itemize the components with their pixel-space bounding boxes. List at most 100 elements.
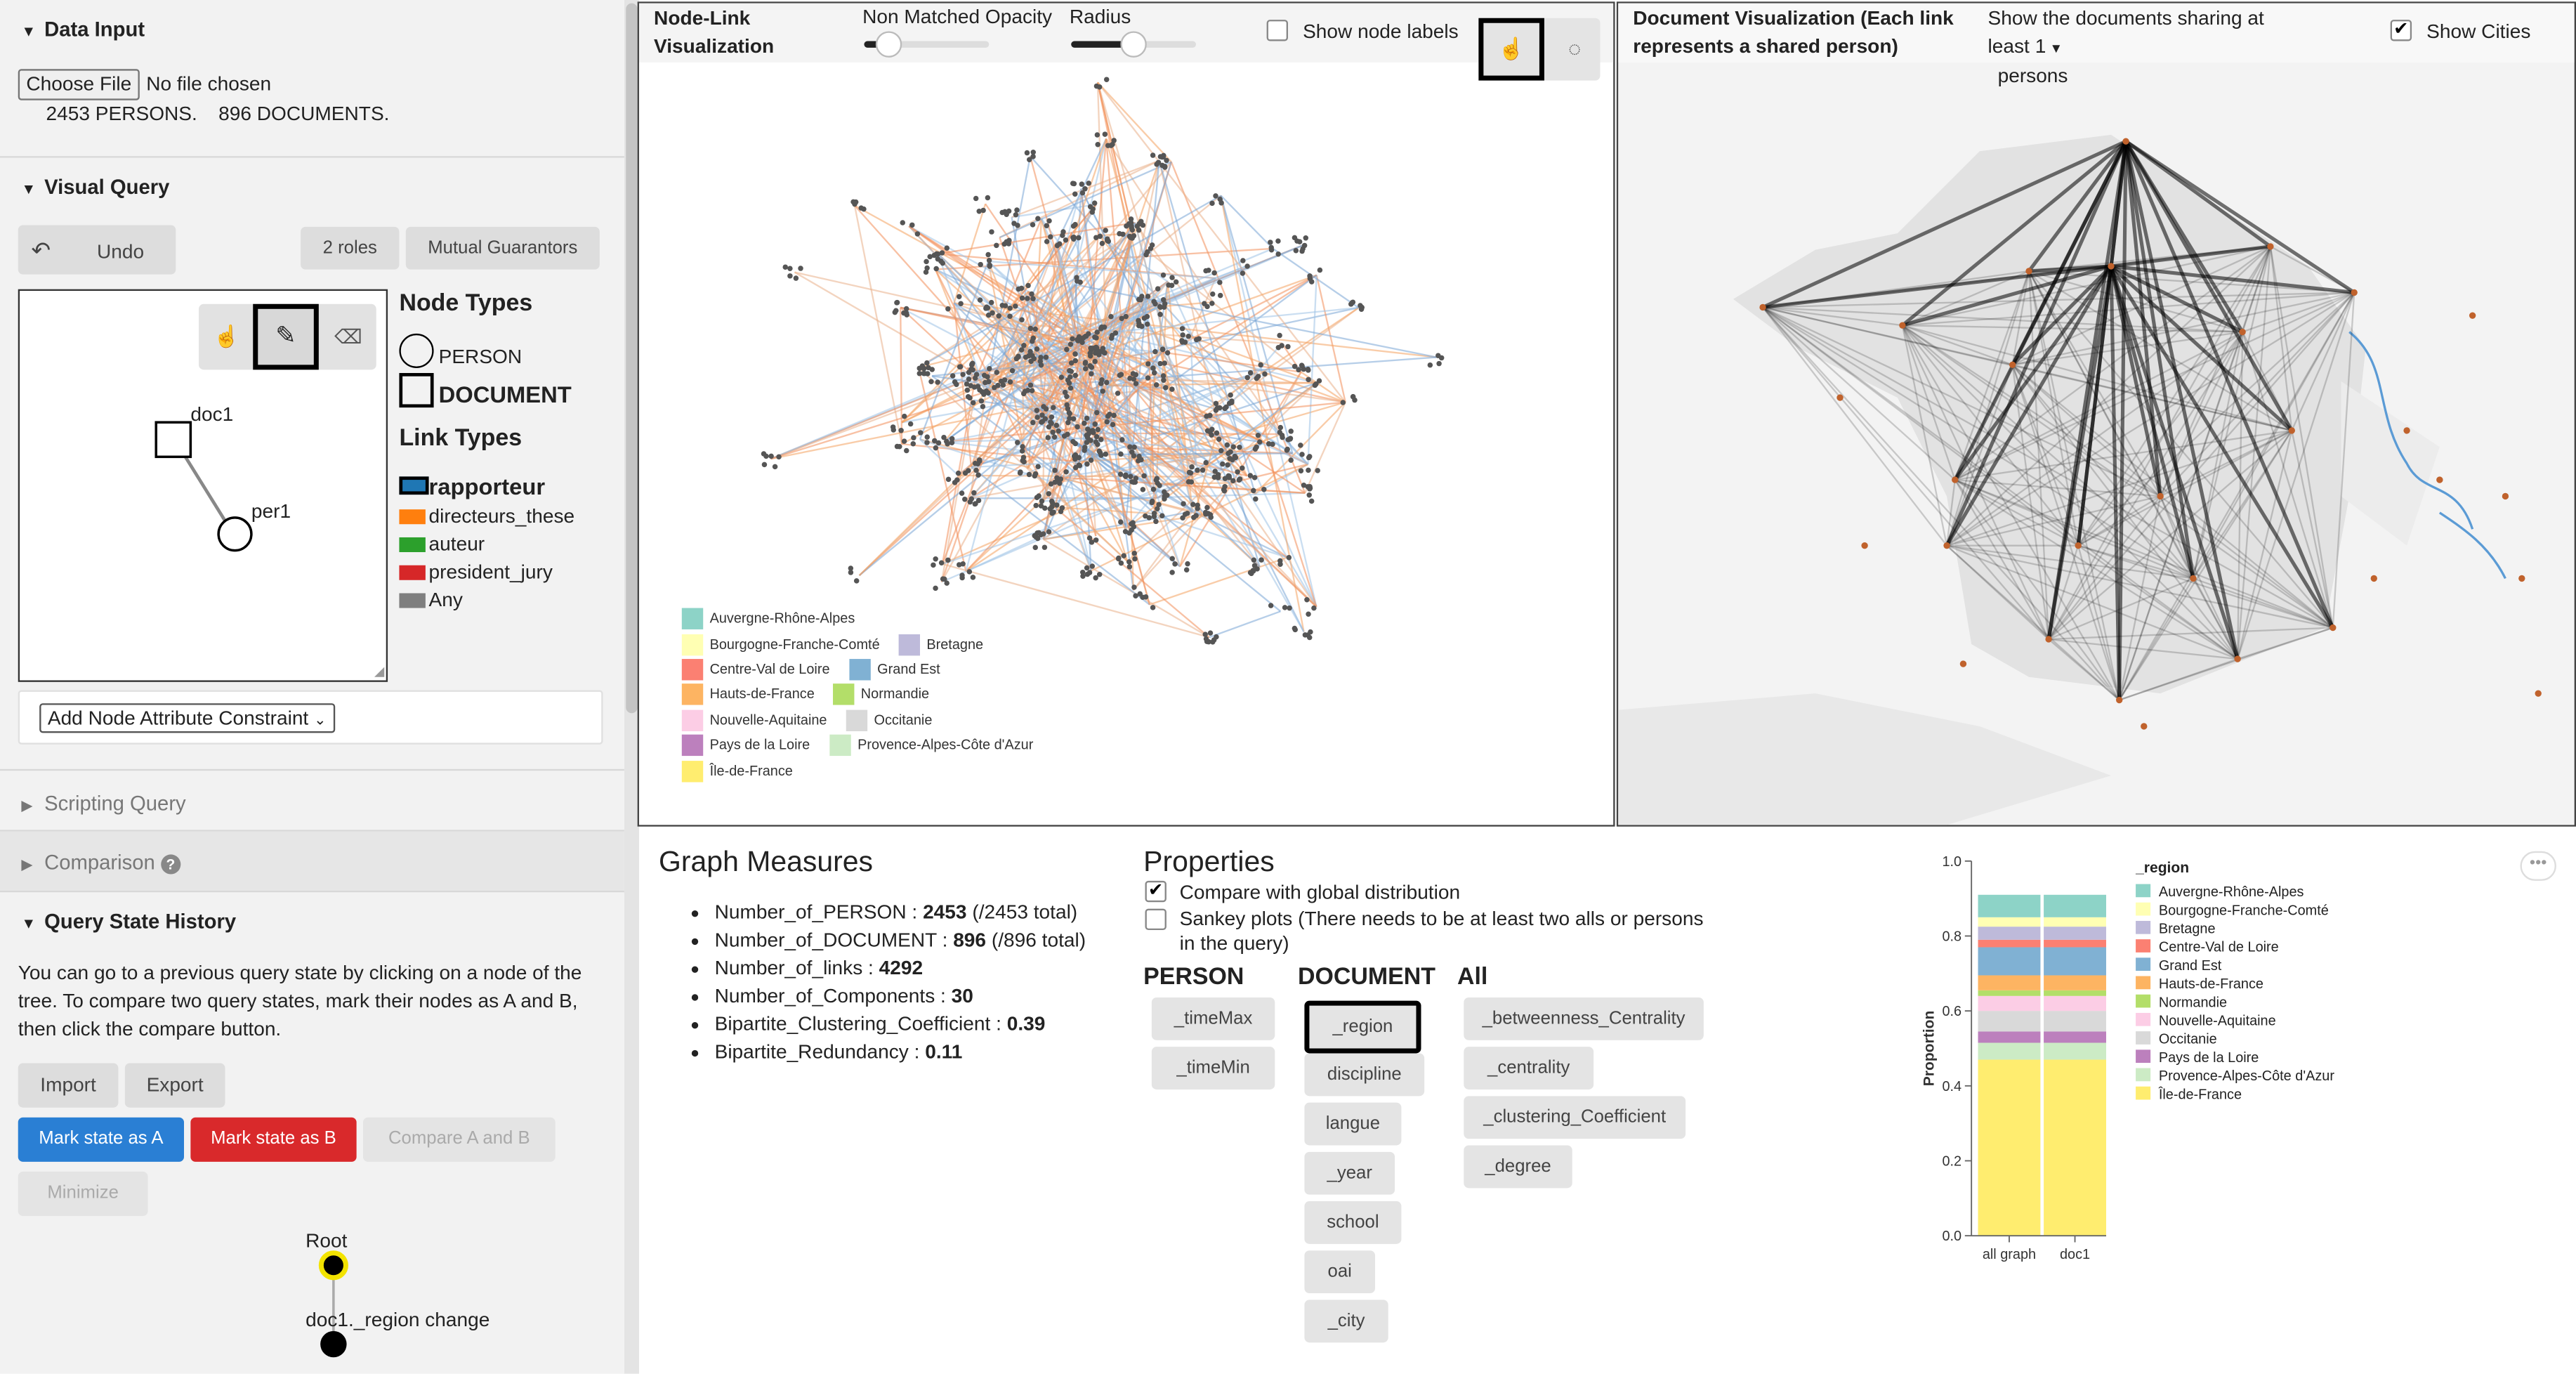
graph-node[interactable] <box>1072 221 1078 228</box>
graph-node[interactable] <box>1214 634 1219 640</box>
link-type-president-jury[interactable]: president_jury <box>428 560 553 584</box>
graph-node[interactable] <box>1072 372 1079 379</box>
graph-node[interactable] <box>1086 181 1091 186</box>
graph-node[interactable] <box>1049 414 1055 420</box>
graph-node[interactable] <box>1179 338 1185 344</box>
graph-node[interactable] <box>970 575 976 580</box>
graph-node[interactable] <box>1096 571 1103 577</box>
pointer-hand-icon[interactable]: ☝ <box>1478 18 1544 81</box>
graph-node[interactable] <box>1118 519 1124 525</box>
graph-node[interactable] <box>1145 294 1151 299</box>
graph-node[interactable] <box>1183 567 1190 573</box>
graph-node[interactable] <box>1132 556 1138 562</box>
city-marker[interactable] <box>2502 492 2509 500</box>
graph-node[interactable] <box>1247 473 1254 478</box>
opacity-slider-handle[interactable] <box>876 31 902 58</box>
graph-node[interactable] <box>1072 351 1078 357</box>
graph-node[interactable] <box>1136 458 1141 464</box>
section-query-history[interactable]: ▼ Query State History <box>21 910 237 934</box>
graph-node[interactable] <box>782 264 788 270</box>
graph-node[interactable] <box>945 441 950 447</box>
graph-node[interactable] <box>975 384 981 389</box>
city-marker[interactable] <box>1952 476 1959 483</box>
graph-node[interactable] <box>914 231 921 237</box>
graph-node[interactable] <box>1077 463 1083 469</box>
prop-timeMax[interactable]: _timeMax <box>1151 997 1275 1040</box>
graph-node[interactable] <box>1067 341 1074 347</box>
graph-node[interactable] <box>1141 473 1147 479</box>
graph-node[interactable] <box>1095 441 1100 447</box>
graph-node[interactable] <box>1086 535 1093 541</box>
graph-node[interactable] <box>1222 476 1228 481</box>
graph-node[interactable] <box>933 556 938 562</box>
graph-node[interactable] <box>1204 303 1210 310</box>
graph-node[interactable] <box>1020 391 1027 397</box>
graph-node[interactable] <box>1304 597 1310 603</box>
graph-node[interactable] <box>1038 362 1044 368</box>
graph-node[interactable] <box>1023 354 1029 360</box>
graph-node[interactable] <box>1072 440 1079 447</box>
graph-node[interactable] <box>1131 584 1137 590</box>
graph-node[interactable] <box>1213 193 1218 199</box>
city-marker[interactable] <box>2239 328 2246 336</box>
resize-handle-icon[interactable]: ◢ <box>374 664 385 679</box>
graph-node[interactable] <box>1103 451 1109 457</box>
graph-node[interactable] <box>1316 378 1322 384</box>
graph-node[interactable] <box>1436 360 1442 367</box>
graph-node[interactable] <box>1155 506 1160 511</box>
graph-node[interactable] <box>1169 282 1175 289</box>
city-marker[interactable] <box>2469 312 2476 319</box>
graph-node[interactable] <box>1131 479 1136 485</box>
prop-degree[interactable]: _degree <box>1464 1145 1572 1189</box>
graph-node[interactable] <box>1094 329 1100 335</box>
graph-node[interactable] <box>1045 435 1051 440</box>
graph-node[interactable] <box>1025 296 1030 301</box>
graph-node[interactable] <box>1027 382 1034 388</box>
graph-node[interactable] <box>1104 379 1110 386</box>
graph-node[interactable] <box>1088 345 1093 351</box>
graph-node[interactable] <box>1102 131 1108 137</box>
graph-node[interactable] <box>1039 419 1044 425</box>
graph-node[interactable] <box>1095 426 1101 433</box>
choose-file-button[interactable]: Choose File <box>18 69 140 100</box>
graph-node[interactable] <box>1097 233 1103 240</box>
graph-node[interactable] <box>861 206 867 212</box>
graph-node[interactable] <box>1150 605 1156 610</box>
graph-node[interactable] <box>1082 360 1089 365</box>
graph-node[interactable] <box>972 375 978 381</box>
graph-node[interactable] <box>976 208 982 214</box>
graph-node[interactable] <box>1024 150 1030 156</box>
graph-node[interactable] <box>853 578 860 584</box>
graph-node[interactable] <box>1072 191 1078 197</box>
section-comparison[interactable]: ▶ Comparison ? <box>0 851 624 875</box>
graph-node[interactable] <box>1288 428 1294 434</box>
graph-node[interactable] <box>1188 470 1194 476</box>
graph-node[interactable] <box>1042 505 1048 511</box>
graph-node[interactable] <box>1007 379 1013 385</box>
graph-node[interactable] <box>1025 282 1031 289</box>
graph-node[interactable] <box>931 562 936 568</box>
graph-node[interactable] <box>1270 441 1275 447</box>
graph-node[interactable] <box>935 379 940 385</box>
graph-node[interactable] <box>924 265 930 271</box>
graph-node[interactable] <box>1018 469 1023 475</box>
graph-node[interactable] <box>1287 436 1293 442</box>
graph-node[interactable] <box>1026 471 1032 478</box>
graph-node[interactable] <box>1155 286 1161 292</box>
graph-node[interactable] <box>1268 603 1274 608</box>
graph-node[interactable] <box>1216 436 1222 442</box>
graph-node[interactable] <box>983 379 988 386</box>
graph-node[interactable] <box>1308 629 1313 635</box>
graph-node[interactable] <box>1070 235 1076 240</box>
graph-node[interactable] <box>892 309 898 315</box>
graph-node[interactable] <box>1019 295 1025 301</box>
sankey-label[interactable]: Sankey plots (There needs to be at least… <box>1179 907 1704 955</box>
graph-node[interactable] <box>1179 326 1185 332</box>
graph-node[interactable] <box>1087 204 1093 209</box>
graph-node[interactable] <box>985 390 991 396</box>
graph-node[interactable] <box>1072 358 1079 364</box>
graph-node[interactable] <box>1029 388 1035 393</box>
graph-node[interactable] <box>967 395 973 401</box>
graph-node[interactable] <box>924 360 930 366</box>
graph-node[interactable] <box>1034 495 1040 500</box>
